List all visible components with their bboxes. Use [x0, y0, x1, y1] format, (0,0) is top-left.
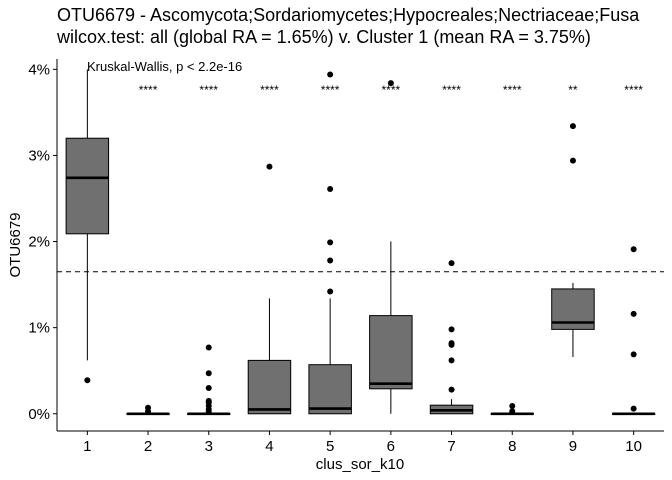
- outlier-5-0: [327, 71, 334, 78]
- x-tick-label-3: 3: [205, 438, 213, 455]
- outlier-5-1: [327, 186, 334, 193]
- box-group-7: [429, 260, 474, 415]
- x-tick-label-7: 7: [447, 438, 455, 455]
- significance-label-5: ****: [321, 83, 340, 97]
- outlier-2-1: [145, 408, 152, 415]
- outlier-8-1: [509, 408, 516, 415]
- outlier-7-1: [448, 326, 455, 333]
- outlier-5-4: [327, 288, 334, 295]
- y-tick-label-2: 2%: [28, 234, 50, 251]
- outlier-10-3: [630, 405, 637, 412]
- box-group-10: [611, 246, 656, 416]
- outlier-10-1: [630, 310, 637, 317]
- outlier-3-0: [205, 344, 212, 351]
- box-1: [65, 137, 110, 235]
- x-tick-label-4: 4: [265, 438, 273, 455]
- plot-area: [57, 69, 664, 416]
- box-5: [308, 364, 352, 415]
- significance-label-4: ****: [260, 83, 279, 97]
- y-tick-label-4: 4%: [28, 61, 50, 78]
- significance-label-8: ****: [503, 83, 522, 97]
- x-tick-label-8: 8: [508, 438, 516, 455]
- outlier-4-0: [266, 163, 273, 170]
- significance-label-3: ****: [199, 83, 218, 97]
- box-group-4: [247, 163, 292, 415]
- chart-title-line-2: wilcox.test: all (global RA = 1.65%) v. …: [56, 27, 591, 47]
- box-group-2: [126, 404, 170, 416]
- outlier-8-0: [509, 403, 516, 410]
- outlier-10-2: [630, 351, 637, 358]
- y-tick-label-1: 1%: [28, 320, 50, 337]
- box-group-9: [551, 123, 595, 357]
- box-6: [369, 315, 413, 390]
- x-axis-title: clus_sor_k10: [316, 456, 404, 473]
- x-tick-label-9: 9: [569, 438, 577, 455]
- outlier-7-0: [448, 260, 455, 267]
- outlier-5-2: [327, 239, 334, 246]
- box-group-1: [65, 69, 110, 384]
- outlier-5-3: [327, 257, 334, 264]
- outlier-7-4: [448, 357, 455, 364]
- outlier-7-3: [448, 341, 455, 348]
- y-tick-label-3: 3%: [28, 147, 50, 164]
- box-group-5: [308, 71, 352, 415]
- box-group-3: [187, 344, 231, 416]
- significance-label-7: ****: [442, 83, 461, 97]
- outlier-9-1: [569, 157, 576, 164]
- significance-label-6: ****: [382, 83, 401, 97]
- x-tick-label-2: 2: [144, 438, 152, 455]
- kruskal-wallis-annotation: Kruskal-Wallis, p < 2.2e-16: [87, 59, 242, 74]
- outlier-1-0: [84, 377, 91, 384]
- box-group-6: [369, 80, 413, 414]
- significance-label-9: **: [568, 83, 578, 97]
- x-tick-label-6: 6: [387, 438, 395, 455]
- outlier-3-7: [205, 409, 212, 416]
- x-tick-label-10: 10: [625, 438, 642, 455]
- y-tick-label-0: 0%: [28, 406, 50, 423]
- x-tick-label-1: 1: [83, 438, 91, 455]
- significance-label-2: ****: [139, 83, 158, 97]
- outlier-3-1: [205, 370, 212, 377]
- x-tick-label-5: 5: [326, 438, 334, 455]
- outlier-9-0: [569, 123, 576, 130]
- outlier-10-0: [630, 246, 637, 253]
- outlier-3-2: [205, 384, 212, 391]
- significance-label-10: ****: [624, 83, 643, 97]
- box-4: [247, 359, 292, 415]
- chart-title-line-1: OTU6679 - Ascomycota;Sordariomycetes;Hyp…: [57, 5, 640, 25]
- outlier-7-5: [448, 386, 455, 393]
- outlier-6-0: [387, 80, 394, 87]
- box-group-8: [490, 403, 534, 416]
- y-axis-title: OTU6679: [7, 212, 24, 277]
